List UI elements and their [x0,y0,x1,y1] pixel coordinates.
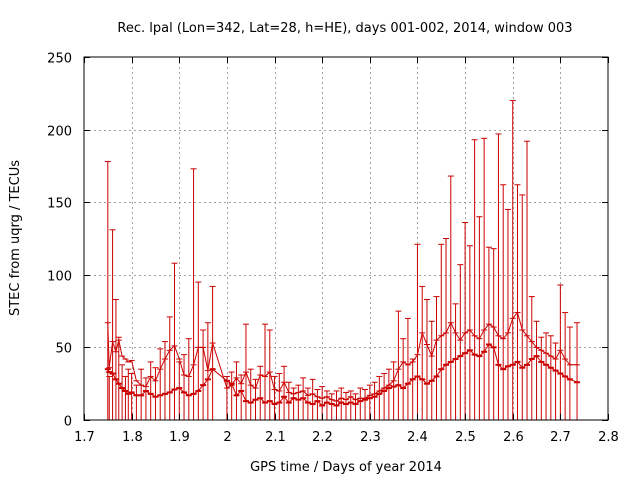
data-point [471,139,478,421]
data-point [128,359,135,421]
data-point [309,378,316,421]
data-point [414,243,421,421]
data-point [300,377,307,421]
data-point [390,361,397,421]
data-point [400,338,407,421]
y-tick-label: 50 [55,342,72,357]
data-point [328,393,335,421]
x-tick-label: 2.3 [360,430,381,445]
y-tick-label: 250 [47,52,72,67]
data-point [519,194,526,421]
data-point [338,387,345,421]
series-line-upper [107,311,577,402]
data-point [543,332,550,421]
data-point [381,373,388,421]
data-point [376,375,383,421]
data-point [185,338,192,421]
data-point [495,133,502,421]
data-point [138,368,145,421]
data-point [171,262,178,421]
data-point [466,245,473,421]
x-tick-label: 2.8 [598,430,619,445]
data-point [109,229,116,421]
x-tick-label: 2.6 [503,430,524,445]
y-tick-label: 0 [64,415,72,430]
data-point [423,298,430,421]
axes: 1.7 1.8 1.9 2 2.1 2.2 2.3 2.4 2.5 2.6 2.7 2.8 0 50 100… [47,52,619,446]
data-point [538,336,545,421]
data-point [385,368,392,421]
data-point [514,184,521,421]
series-line-value [107,343,578,407]
data-point [428,320,435,421]
data-point [106,367,113,421]
chart-title: Rec. lpal (Lon=342, Lat=28, h=HE), days … [117,21,572,36]
data-point [476,216,483,421]
data-point [533,320,540,421]
data-point [200,329,207,421]
data-point [485,246,492,421]
data-point [366,384,373,421]
data-point [295,384,302,421]
x-tick-label: 2.1 [265,430,286,445]
data-point [247,368,254,421]
data-point [133,380,140,421]
data-point [161,341,168,421]
data-point [257,365,264,421]
x-axis-label: GPS time / Days of year 2014 [250,460,442,475]
x-tick-label: 1.8 [122,430,143,445]
x-tick-label: 1.9 [169,430,190,445]
data-point [562,312,569,421]
x-tick-label: 2.2 [312,430,333,445]
data-point [347,390,354,421]
data-point [457,264,464,421]
data-point [500,184,507,421]
data-point [157,348,164,421]
x-tick-label: 2 [223,430,231,445]
data-point [566,326,573,421]
data-point [281,365,288,421]
data-point [504,208,511,421]
data-point [547,335,554,421]
x-tick-label: 2.5 [455,430,476,445]
data-point [528,296,535,421]
data-point [112,298,119,421]
data-point [509,100,516,421]
data-point [119,355,126,421]
data-point [438,243,445,421]
data-point [524,140,531,421]
data-point [574,322,581,421]
data-point [333,390,340,421]
data-point [462,222,469,421]
plot-frame [83,56,609,421]
data-point [447,175,454,421]
data-point [190,168,197,421]
data-point [104,161,111,421]
data-point [195,281,202,421]
data-point [409,358,416,421]
x-tick-label: 1.7 [74,430,95,445]
y-tick-label: 200 [47,125,72,140]
error-bar-series [104,100,581,421]
data-point [404,317,411,421]
data-point [433,296,440,421]
y-tick-label: 100 [47,270,72,285]
data-point [142,377,149,421]
data-point [371,381,378,421]
data-point [419,285,426,421]
y-axis-label: STEC from uqrg / TECUs [8,160,23,316]
x-tick-label: 2.7 [550,430,571,445]
data-point [242,323,249,421]
data-point [166,316,173,421]
data-point [266,329,273,421]
y-tick-label: 150 [47,197,72,212]
data-point [204,322,211,421]
x-tick-label: 2.4 [407,430,428,445]
data-point [481,137,488,421]
data-point [490,248,497,421]
data-point [557,284,564,421]
data-point [122,358,129,421]
data-point [362,389,369,421]
